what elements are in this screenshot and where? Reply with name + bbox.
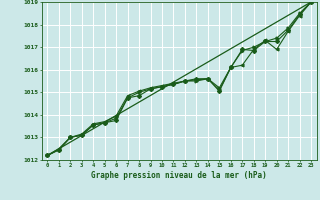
X-axis label: Graphe pression niveau de la mer (hPa): Graphe pression niveau de la mer (hPa) [91, 171, 267, 180]
